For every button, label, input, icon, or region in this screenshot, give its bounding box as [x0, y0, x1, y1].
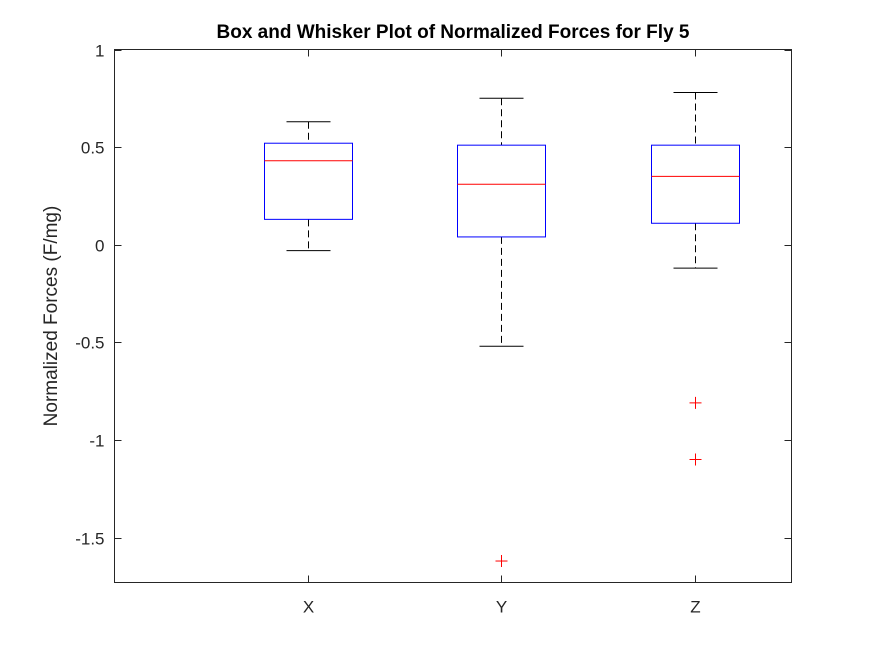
- box-group-y: [457, 97, 546, 568]
- y-tick-label: -0.5: [75, 334, 104, 353]
- box-group-x: [264, 121, 353, 252]
- x-tick-label: Y: [496, 598, 507, 617]
- outlier-marker: [689, 453, 702, 466]
- box-plots: [264, 91, 740, 568]
- y-tick-label: 0.5: [81, 139, 105, 158]
- y-tick-label: -1.5: [75, 530, 104, 549]
- y-tick-label: -1: [89, 432, 104, 451]
- box-iqr: [264, 142, 353, 220]
- x-tick-label: Z: [690, 598, 700, 617]
- y-tick-label: 0: [95, 237, 104, 256]
- outlier-marker: [495, 555, 508, 568]
- box-iqr: [651, 144, 740, 224]
- outlier-marker: [689, 396, 702, 409]
- plot-area-frame: [114, 49, 792, 583]
- axis-ticks: 1 0.5 0 -0.5 -1 -1.5 X Y Z: [75, 42, 792, 617]
- y-tick-label: 1: [95, 42, 104, 61]
- chart-title: Box and Whisker Plot of Normalized Force…: [217, 22, 690, 43]
- box-iqr: [457, 144, 546, 238]
- box-group-z: [651, 91, 740, 466]
- x-tick-label: X: [303, 598, 314, 617]
- y-axis-label: Normalized Forces (F/mg): [41, 206, 62, 427]
